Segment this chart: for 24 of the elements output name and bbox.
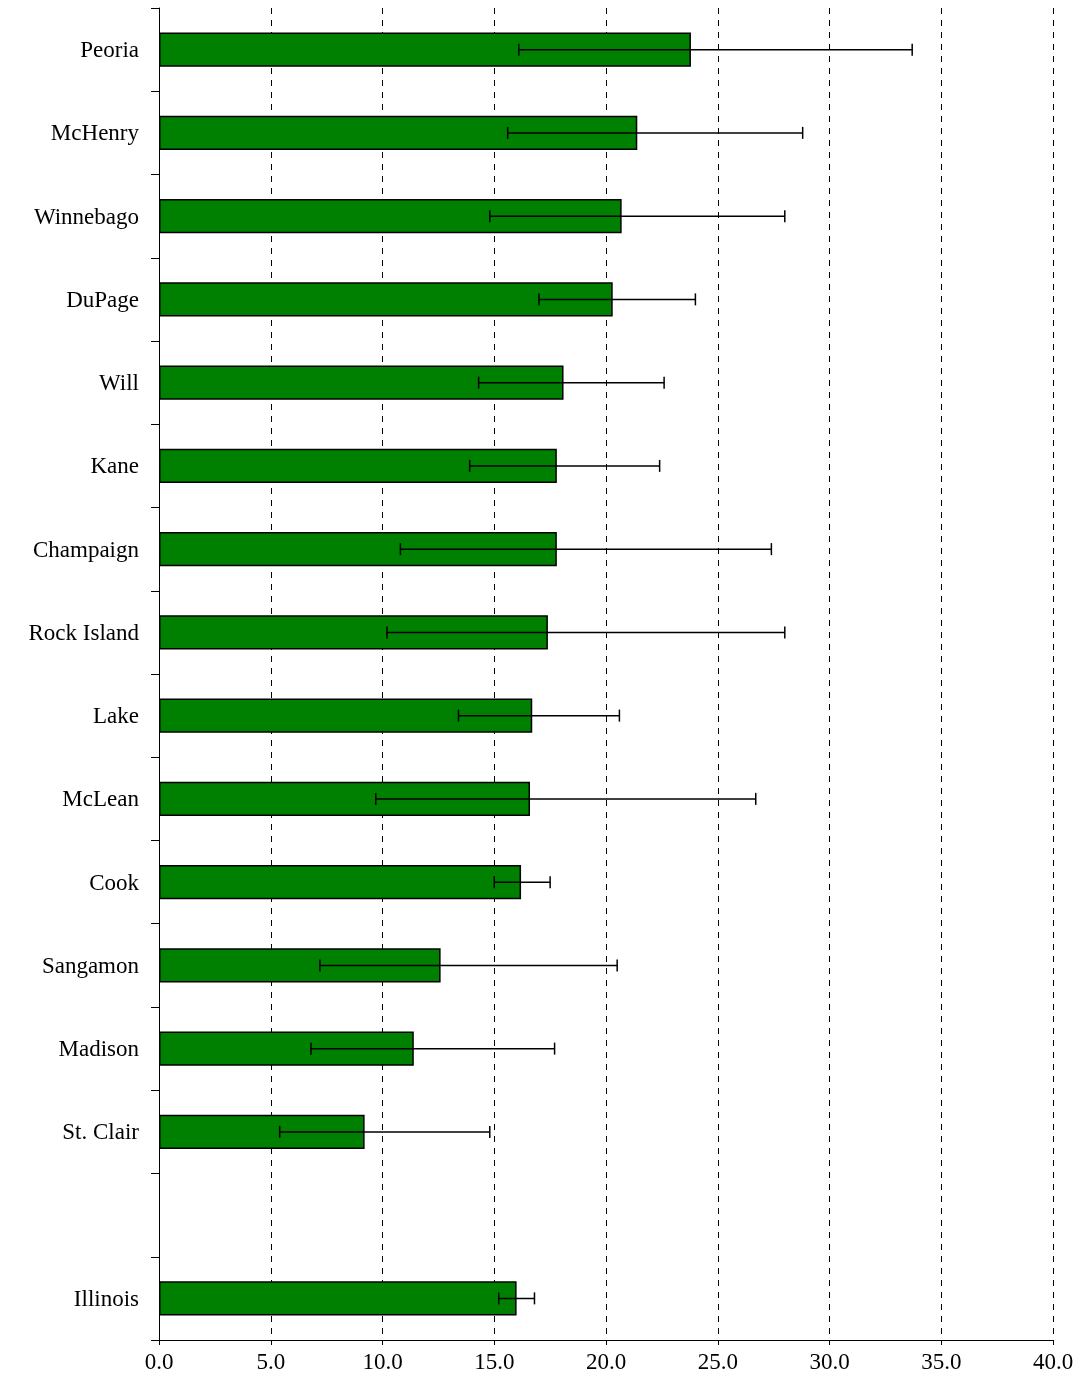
x-tick-label: 10.0	[362, 1349, 403, 1374]
y-tick-label: Sangamon	[41, 952, 140, 978]
y-tick-label: St. Clair	[62, 1119, 140, 1145]
y-tick-label: DuPage	[66, 286, 139, 312]
y-tick-label: Kane	[90, 453, 139, 479]
y-tick-label: Cook	[89, 869, 140, 895]
x-tick-label: 5.0	[256, 1349, 286, 1374]
x-tick-label: 35.0	[921, 1349, 962, 1374]
y-tick-label: McHenry	[50, 120, 140, 146]
x-tick-label: 25.0	[697, 1349, 738, 1374]
y-tick-label: Peoria	[80, 37, 139, 63]
y-tick-label: Madison	[58, 1036, 140, 1062]
x-tick-label: 20.0	[585, 1349, 627, 1374]
y-tick-label: Champaign	[32, 536, 140, 562]
y-tick-label: Rock Island	[28, 619, 140, 645]
x-tick-label: 15.0	[474, 1349, 515, 1374]
y-tick-label: Illinois	[73, 1285, 140, 1311]
y-tick-label: Lake	[93, 703, 139, 729]
y-tick-label: McLean	[62, 786, 140, 812]
x-tick-label: 30.0	[809, 1349, 850, 1374]
y-tick-label: Will	[99, 370, 139, 396]
x-tick-label: 0.0	[144, 1349, 174, 1374]
x-tick-label: 40.0	[1032, 1349, 1074, 1374]
y-tick-label: Winnebago	[33, 203, 139, 229]
